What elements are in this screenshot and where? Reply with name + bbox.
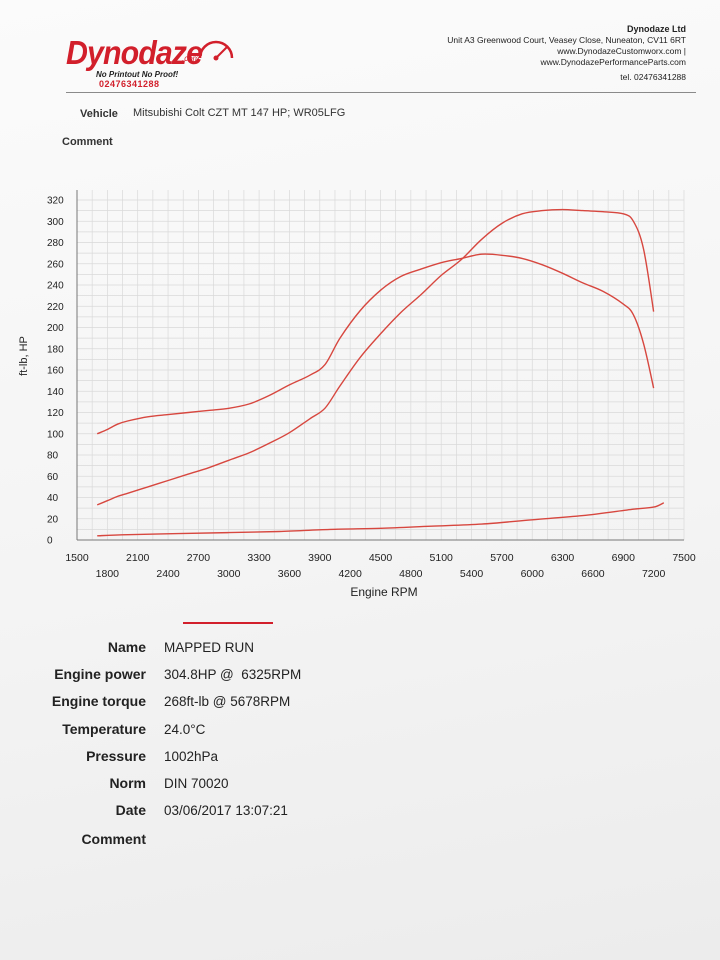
- company-tel: tel. 02476341288: [620, 72, 686, 82]
- x-tick-label: 3600: [278, 568, 302, 580]
- y-tick-label: 160: [47, 366, 64, 377]
- result-value: 304.8HP @ 6325RPM: [164, 667, 302, 683]
- x-tick-label: 3900: [308, 552, 332, 564]
- y-tick-label: 300: [47, 217, 64, 228]
- power-curve: [96, 208, 655, 506]
- y-tick-label: 320: [47, 196, 64, 207]
- x-tick-label: 5700: [490, 552, 514, 564]
- result-label: Pressure: [86, 747, 146, 764]
- result-label: Date: [115, 802, 146, 819]
- speedometer-icon: [198, 40, 234, 61]
- y-tick-label: 100: [47, 429, 64, 440]
- x-tick-label: 6600: [581, 568, 605, 580]
- x-tick-label: 1500: [65, 552, 89, 564]
- y-tick-label: 80: [47, 451, 59, 462]
- y-tick-label: 260: [47, 259, 64, 270]
- y-tick-label: 240: [47, 281, 64, 292]
- x-tick-label: 2700: [187, 552, 211, 564]
- vehicle-label: Vehicle: [80, 108, 118, 120]
- x-tick-label: 3000: [217, 568, 241, 580]
- x-tick-label: 6300: [551, 552, 575, 564]
- result-value: 268ft-lb @ 5678RPM: [164, 694, 291, 710]
- x-tick-label: 3300: [247, 552, 271, 564]
- logo-text: Dynodaze: [66, 34, 203, 71]
- logo-phone: 02476341288: [99, 79, 160, 89]
- y-tick-label: 120: [47, 408, 64, 419]
- company-address: Unit A3 Greenwood Court, Veasey Close, N…: [447, 35, 686, 45]
- chart-grid: [76, 190, 685, 541]
- y-tick-label: 0: [47, 536, 53, 547]
- x-tick-label: 4800: [399, 568, 423, 580]
- company-name: Dynodaze Ltd: [626, 24, 686, 34]
- torque-curve: [96, 253, 655, 435]
- y-tick-label: 200: [47, 323, 64, 334]
- x-tick-label: 2400: [156, 568, 180, 580]
- result-value: 03/06/2017 13:07:21: [164, 803, 288, 819]
- loss-curve: [97, 502, 665, 537]
- result-label: Comment: [81, 831, 146, 848]
- result-value: DIN 70020: [164, 776, 229, 791]
- vehicle-value: Mitsubishi Colt CZT MT 147 HP; WR05LFG: [133, 107, 346, 119]
- result-value: MAPPED RUN: [164, 640, 255, 655]
- y-tick-label: 220: [47, 302, 64, 313]
- comment-label-top: Comment: [62, 136, 113, 148]
- dynodaze-logo: Dynodaze .com No Printout No Proof! 0247…: [66, 30, 236, 92]
- chart-labels: Engine RPM ft-lb, HP: [18, 336, 418, 599]
- result-value: 1002hPa: [164, 748, 219, 764]
- x-axis-label: Engine RPM: [350, 585, 417, 599]
- result-label: Temperature: [62, 720, 146, 737]
- result-label: Engine torque: [51, 693, 146, 710]
- result-value: 24.0°C: [164, 721, 206, 737]
- series-legend-line: [183, 622, 273, 624]
- x-tick-label: 2100: [126, 552, 150, 564]
- x-tick-label: 6000: [521, 568, 545, 580]
- y-axis-label: ft-lb, HP: [18, 336, 30, 376]
- chart-series: [96, 208, 665, 537]
- header-divider: [66, 92, 696, 93]
- company-info: Dynodaze Ltd Unit A3 Greenwood Court, Ve…: [447, 24, 686, 83]
- x-tick-label: 7200: [642, 568, 666, 580]
- result-label: Norm: [109, 775, 146, 791]
- logo-tagline: No Printout No Proof!: [96, 70, 179, 79]
- x-tick-label: 5100: [430, 552, 454, 564]
- y-tick-label: 20: [47, 514, 59, 525]
- x-tick-label: 6900: [612, 552, 636, 564]
- result-label: Engine power: [54, 666, 146, 683]
- y-tick-label: 140: [47, 387, 64, 398]
- x-tick-label: 4500: [369, 552, 393, 564]
- dyno-chart: 0 20 40 60 80 100 120 140 160 180 200 220 240 260 280 3…: [18, 190, 696, 599]
- logo-suffix: .com: [182, 54, 200, 63]
- chart-axes: 0 20 40 60 80 100 120 140 160 180 200 220 240 260 280 3…: [47, 190, 696, 580]
- result-label: Name: [107, 639, 146, 655]
- x-tick-label: 7500: [672, 552, 696, 564]
- x-tick-label: 1800: [96, 568, 120, 580]
- y-tick-label: 60: [47, 472, 59, 483]
- company-website-1: www.DynodazeCustomworx.com |: [557, 46, 686, 56]
- company-website-2: www.DynodazePerformanceParts.com: [540, 57, 686, 67]
- y-tick-label: 280: [47, 238, 64, 249]
- y-tick-label: 40: [47, 493, 59, 504]
- y-tick-label: 180: [47, 344, 64, 355]
- x-tick-label: 5400: [460, 568, 484, 580]
- x-tick-label: 4200: [338, 568, 362, 580]
